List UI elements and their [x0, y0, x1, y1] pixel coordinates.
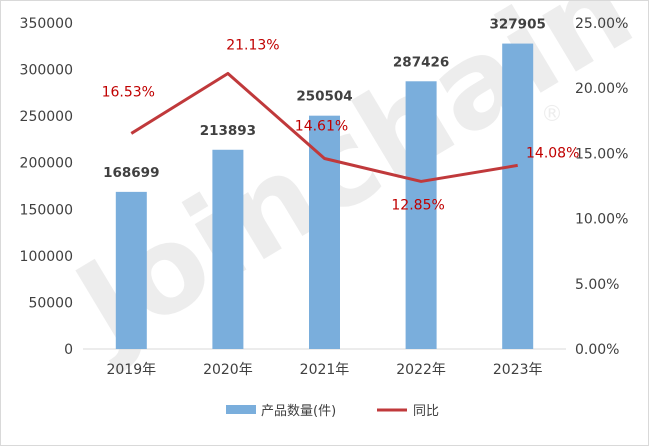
x-axis-tick-label: 2023年	[493, 362, 543, 378]
bar	[405, 81, 437, 350]
line-series	[130, 71, 518, 183]
line-data-label: 14.08%	[526, 145, 579, 161]
bar	[502, 43, 534, 349]
x-axis-tick-label: 2021年	[300, 362, 350, 378]
left-axis-tick-label: 300000	[20, 63, 73, 79]
line-data-label: 21.13%	[226, 37, 279, 53]
x-axis-tick-label: 2020年	[203, 362, 253, 378]
right-axis-tick-label: 25.00%	[575, 16, 628, 32]
bar	[115, 191, 147, 349]
legend-label-line: 同比	[413, 404, 439, 419]
left-axis-tick-label: 250000	[20, 109, 73, 125]
watermark-registered-mark: ®	[541, 102, 563, 127]
left-axis-tick-label: 200000	[20, 156, 73, 172]
x-axis: 2019年 2020年 2021年 2022年 2023年	[106, 362, 542, 378]
right-axis-tick-label: 5.00%	[575, 277, 619, 293]
right-axis-tick-label: 15.00%	[575, 146, 628, 162]
right-axis-tick-label: 0.00%	[575, 342, 619, 358]
left-axis-tick-label: 100000	[20, 249, 73, 265]
left-axis-tick-label: 50000	[28, 295, 73, 311]
bar-data-label: 250504	[296, 89, 352, 105]
series-line	[130, 71, 518, 183]
legend-label-bar: 产品数量(件)	[261, 404, 336, 419]
right-axis-tick-label: 10.00%	[575, 212, 628, 228]
bar	[212, 149, 244, 349]
legend: 产品数量(件) 同比	[226, 404, 439, 419]
bar-data-label: 327905	[490, 17, 546, 33]
bar-data-labels: 168699 213893 250504 287426 327905	[103, 17, 546, 181]
right-axis: 0.00% 5.00% 10.00% 15.00% 20.00% 25.00%	[575, 16, 628, 358]
x-axis-tick-label: 2019年	[106, 362, 156, 378]
legend-swatch-bar	[226, 405, 256, 414]
line-data-label: 16.53%	[102, 84, 155, 100]
line-data-label: 12.85%	[391, 197, 444, 213]
bar-series	[115, 43, 534, 350]
bar	[309, 115, 340, 349]
left-axis-tick-label: 0	[64, 342, 73, 358]
left-axis-tick-label: 350000	[20, 16, 73, 32]
bar-data-label: 287426	[393, 54, 449, 70]
right-axis-tick-label: 20.00%	[575, 81, 628, 97]
line-data-label: 14.61%	[295, 118, 348, 134]
left-axis: 0 50000 100000 150000 200000 250000 300000 3500…	[20, 16, 73, 358]
x-axis-tick-label: 2022年	[396, 362, 446, 378]
left-axis-tick-label: 150000	[20, 202, 73, 218]
bar-data-label: 168699	[103, 165, 159, 181]
bar-data-label: 213893	[200, 123, 256, 139]
line-data-labels: 16.53% 21.13% 14.61% 12.85% 14.08%	[102, 37, 580, 213]
